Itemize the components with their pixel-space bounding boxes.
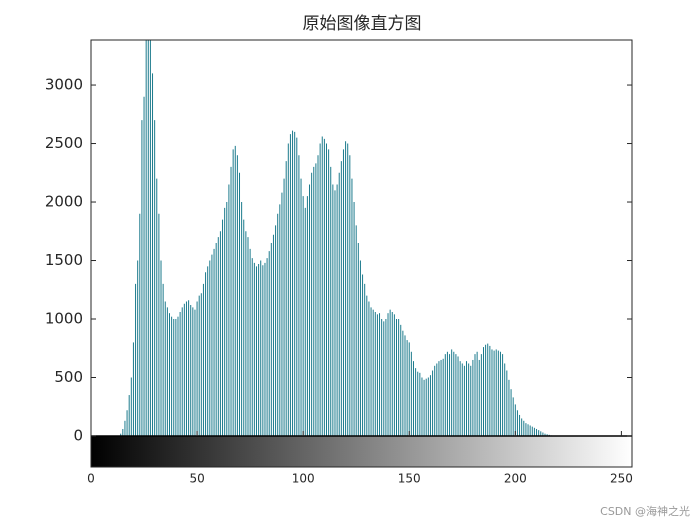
y-tick-label: 3000 <box>45 76 83 94</box>
y-tick-label: 500 <box>54 368 83 386</box>
y-tick-label: 1500 <box>45 251 83 269</box>
x-tick-label: 150 <box>398 472 421 486</box>
watermark: CSDN @海神之光 <box>600 504 690 518</box>
y-tick-label: 0 <box>73 427 83 445</box>
y-tick-label: 2500 <box>45 134 83 152</box>
chart-title: 原始图像直方图 <box>303 14 422 34</box>
x-tick-label: 50 <box>189 472 204 486</box>
x-tick-label: 100 <box>292 472 315 486</box>
y-tick-label: 2000 <box>45 193 83 211</box>
colorbar <box>90 435 633 468</box>
bars <box>120 40 555 436</box>
y-tick-label: 1000 <box>45 310 83 328</box>
x-tick-label: 200 <box>504 472 527 486</box>
x-tick-label: 0 <box>87 472 95 486</box>
x-tick-label: 250 <box>610 472 633 486</box>
